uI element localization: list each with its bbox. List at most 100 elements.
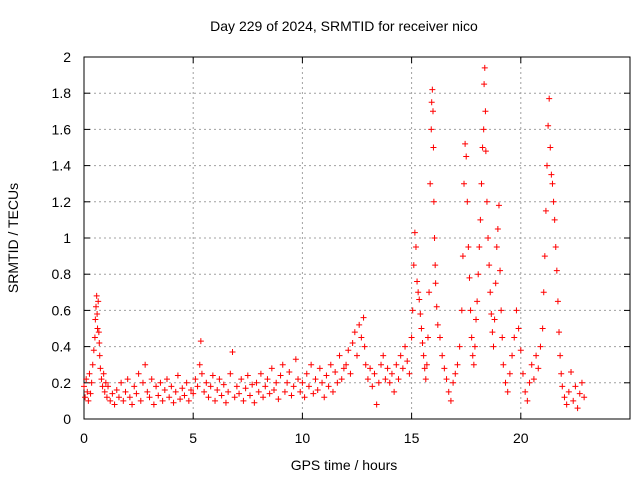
data-point <box>133 390 140 397</box>
data-point <box>490 343 497 350</box>
data-point <box>347 370 354 377</box>
data-point <box>452 370 459 377</box>
data-point <box>229 349 236 356</box>
data-point <box>430 144 437 151</box>
data-point <box>124 376 131 383</box>
y-tick-label: 1.6 <box>52 121 72 137</box>
data-point <box>459 253 466 260</box>
data-point <box>86 370 93 377</box>
data-point <box>468 334 475 341</box>
data-point <box>539 325 546 332</box>
data-point <box>139 379 146 386</box>
y-tick-label: 0.4 <box>52 339 72 355</box>
data-point <box>96 352 103 359</box>
data-point <box>568 368 575 375</box>
data-point <box>397 352 404 359</box>
data-point <box>481 81 488 88</box>
data-point <box>172 388 179 395</box>
data-point <box>530 376 537 383</box>
data-point <box>458 307 465 314</box>
data-point <box>100 370 107 377</box>
data-point <box>483 198 490 205</box>
data-point <box>482 108 489 115</box>
data-point <box>399 365 406 372</box>
data-point <box>222 399 229 406</box>
data-point <box>238 376 245 383</box>
data-point <box>537 343 544 350</box>
grid <box>84 57 630 419</box>
data-point <box>93 303 100 310</box>
data-point <box>358 334 365 341</box>
data-point <box>227 370 234 377</box>
data-point <box>203 379 210 386</box>
data-point <box>475 271 482 278</box>
data-point <box>434 321 441 328</box>
data-point <box>336 352 343 359</box>
data-point <box>205 394 212 401</box>
data-point <box>264 376 271 383</box>
data-point <box>528 361 535 368</box>
data-point <box>214 387 221 394</box>
data-point <box>489 329 496 336</box>
data-point <box>426 289 433 296</box>
data-point <box>481 64 488 71</box>
data-point <box>196 361 203 368</box>
data-point <box>412 244 419 251</box>
data-point <box>364 376 371 383</box>
data-point <box>576 390 583 397</box>
data-point <box>474 298 481 305</box>
data-point <box>305 383 312 390</box>
data-point <box>388 370 395 377</box>
data-point <box>428 99 435 106</box>
data-point <box>253 379 260 386</box>
data-point <box>424 334 431 341</box>
data-point <box>95 298 102 305</box>
y-tick-label: 1.2 <box>52 194 72 210</box>
data-point <box>81 383 87 390</box>
data-point <box>97 365 104 372</box>
data-point <box>246 392 253 399</box>
data-point <box>295 376 302 383</box>
data-point <box>192 376 199 383</box>
data-point <box>558 370 565 377</box>
data-point <box>94 325 101 332</box>
x-tick-label: 15 <box>404 430 420 446</box>
data-point <box>547 144 554 151</box>
data-point <box>183 379 190 386</box>
data-point <box>351 329 358 336</box>
data-point <box>349 339 356 346</box>
x-tick-label: 5 <box>189 430 197 446</box>
data-point <box>113 387 120 394</box>
data-point <box>410 262 417 269</box>
data-point <box>526 379 533 386</box>
data-point <box>441 365 448 372</box>
data-point <box>422 376 429 383</box>
data-point <box>535 365 542 372</box>
data-point <box>356 321 363 328</box>
data-point <box>465 244 472 251</box>
data-point <box>544 162 551 169</box>
data-point <box>428 126 435 133</box>
data-point <box>406 370 413 377</box>
data-point <box>491 316 498 323</box>
data-point <box>297 388 304 395</box>
data-point <box>509 352 516 359</box>
data-point <box>511 334 518 341</box>
data-point <box>367 365 374 372</box>
data-point <box>479 144 486 151</box>
data-point <box>408 334 415 341</box>
data-point <box>146 394 153 401</box>
data-point <box>380 352 387 359</box>
data-point <box>384 365 391 372</box>
data-point <box>207 383 214 390</box>
data-point <box>378 361 385 368</box>
data-point <box>170 399 177 406</box>
data-point <box>255 388 262 395</box>
data-point <box>369 383 376 390</box>
data-point <box>417 311 424 318</box>
y-axis-label: SRMTID / TECUs <box>5 183 21 293</box>
data-point <box>423 361 430 368</box>
data-point <box>574 405 581 412</box>
data-point <box>473 316 480 323</box>
